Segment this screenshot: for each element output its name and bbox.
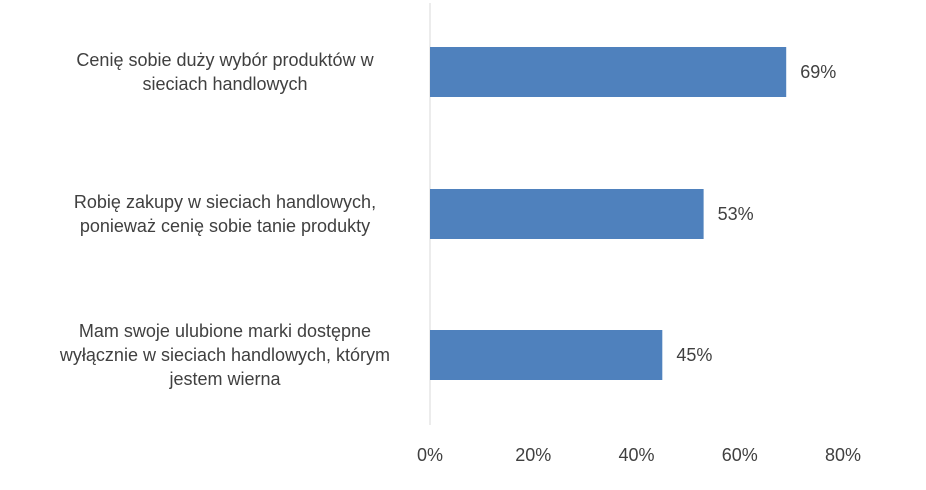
category-label-line: Cenię sobie duży wybór produktów w [76, 50, 374, 70]
bar-3 [430, 330, 663, 380]
x-tick-label: 60% [722, 445, 758, 465]
category-label-line: Robię zakupy w sieciach handlowych, [73, 192, 377, 212]
category-label-3: Mam swoje ulubione marki dostępne wyłączn… [20, 319, 430, 391]
category-label-line: ponieważ cenię sobie tanie produkty [79, 216, 371, 236]
category-label-line: wyłącznie w sieciach handlowych, którym [59, 345, 391, 365]
category-label-line: jestem wierna [169, 369, 281, 389]
data-label-3: 45% [676, 345, 712, 365]
data-label-1: 69% [800, 62, 836, 82]
category-label-line: sieciach handlowych [142, 74, 308, 94]
x-tick-label: 40% [618, 445, 654, 465]
x-tick-label: 20% [515, 445, 551, 465]
bar-2 [430, 189, 704, 239]
category-label-1: Cenię sobie duży wybór produktów w siecia… [20, 48, 430, 96]
x-tick-label: 80% [825, 445, 861, 465]
category-label-2: Robię zakupy w sieciach handlowych, ponie… [20, 190, 430, 238]
data-label-2: 53% [718, 204, 754, 224]
bar-1 [430, 47, 787, 97]
x-tick-label: 0% [417, 445, 443, 465]
category-label-line: Mam swoje ulubione marki dostępne [78, 321, 372, 341]
